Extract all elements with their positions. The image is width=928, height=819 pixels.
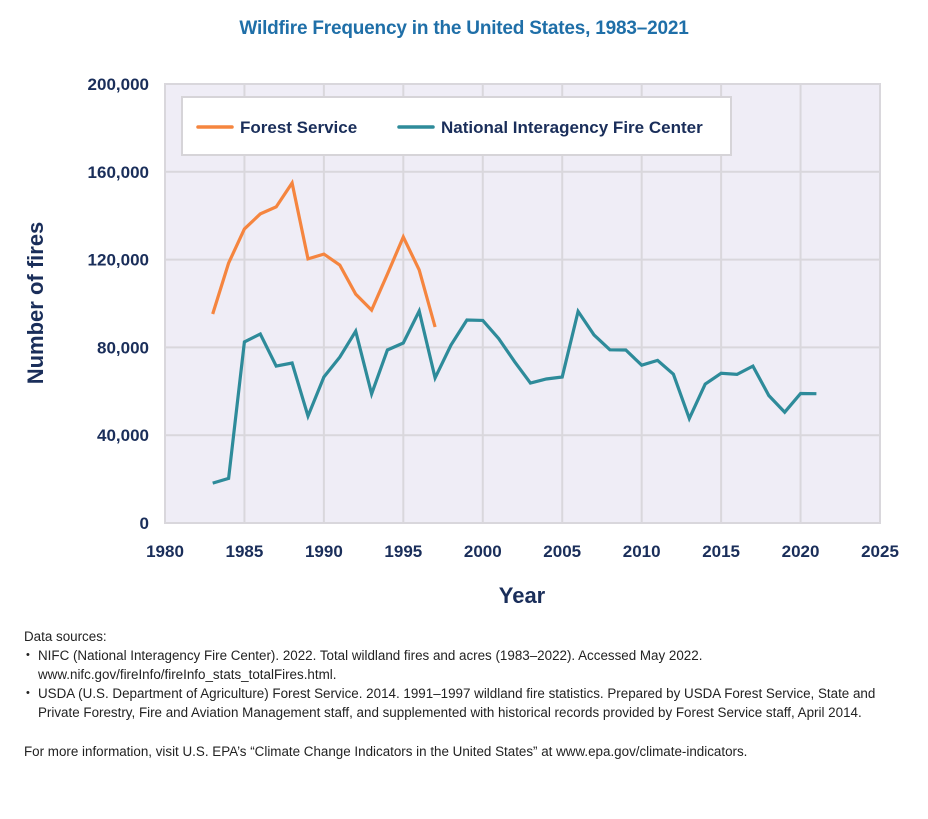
x-tick-label: 1985: [226, 542, 264, 561]
legend-label-forest-service: Forest Service: [240, 118, 357, 137]
x-tick-label: 2005: [543, 542, 581, 561]
x-tick-label: 2010: [623, 542, 661, 561]
series-lines: [211, 178, 817, 485]
legend-box: [181, 96, 732, 156]
sources-list: NIFC (National Interagency Fire Center).…: [24, 646, 914, 722]
legend: Forest Service National Interagency Fire…: [181, 96, 732, 156]
y-tick-label: 80,000: [97, 338, 149, 357]
x-tick-label: 2020: [782, 542, 820, 561]
y-tick-label: 0: [140, 514, 149, 533]
x-axis-ticks: 1980 1985 1990 1995 2000 2005 2010 2015 2020 2025: [146, 542, 899, 561]
y-axis-ticks: 0 40,000 80,000 120,000 160,000 200,000: [88, 75, 149, 533]
x-tick-label: 2000: [464, 542, 502, 561]
footer: Data sources: NIFC (National Interagency…: [24, 627, 914, 774]
y-tick-label: 160,000: [88, 163, 149, 182]
plot-area: [164, 83, 881, 524]
grid: [165, 84, 880, 523]
y-tick-label: 200,000: [88, 75, 149, 94]
y-axis-label: Number of fires: [23, 222, 48, 385]
x-tick-label: 1990: [305, 542, 343, 561]
x-tick-label: 1995: [384, 542, 422, 561]
more-info-text: For more information, visit U.S. EPA’s “…: [24, 744, 748, 759]
sources-heading: Data sources:: [24, 629, 107, 644]
x-tick-label: 2015: [702, 542, 740, 561]
y-tick-label: 40,000: [97, 426, 149, 445]
source-item-usda: USDA (U.S. Department of Agriculture) Fo…: [24, 684, 914, 722]
x-tick-label: 2025: [861, 542, 899, 561]
source-item-nifc: NIFC (National Interagency Fire Center).…: [24, 646, 914, 684]
legend-label-nifc: National Interagency Fire Center: [441, 118, 703, 137]
y-tick-label: 120,000: [88, 251, 149, 270]
x-axis-label: Year: [499, 583, 546, 608]
chart-title: Wildfire Frequency in the United States,…: [239, 18, 689, 39]
x-tick-label: 1980: [146, 542, 184, 561]
